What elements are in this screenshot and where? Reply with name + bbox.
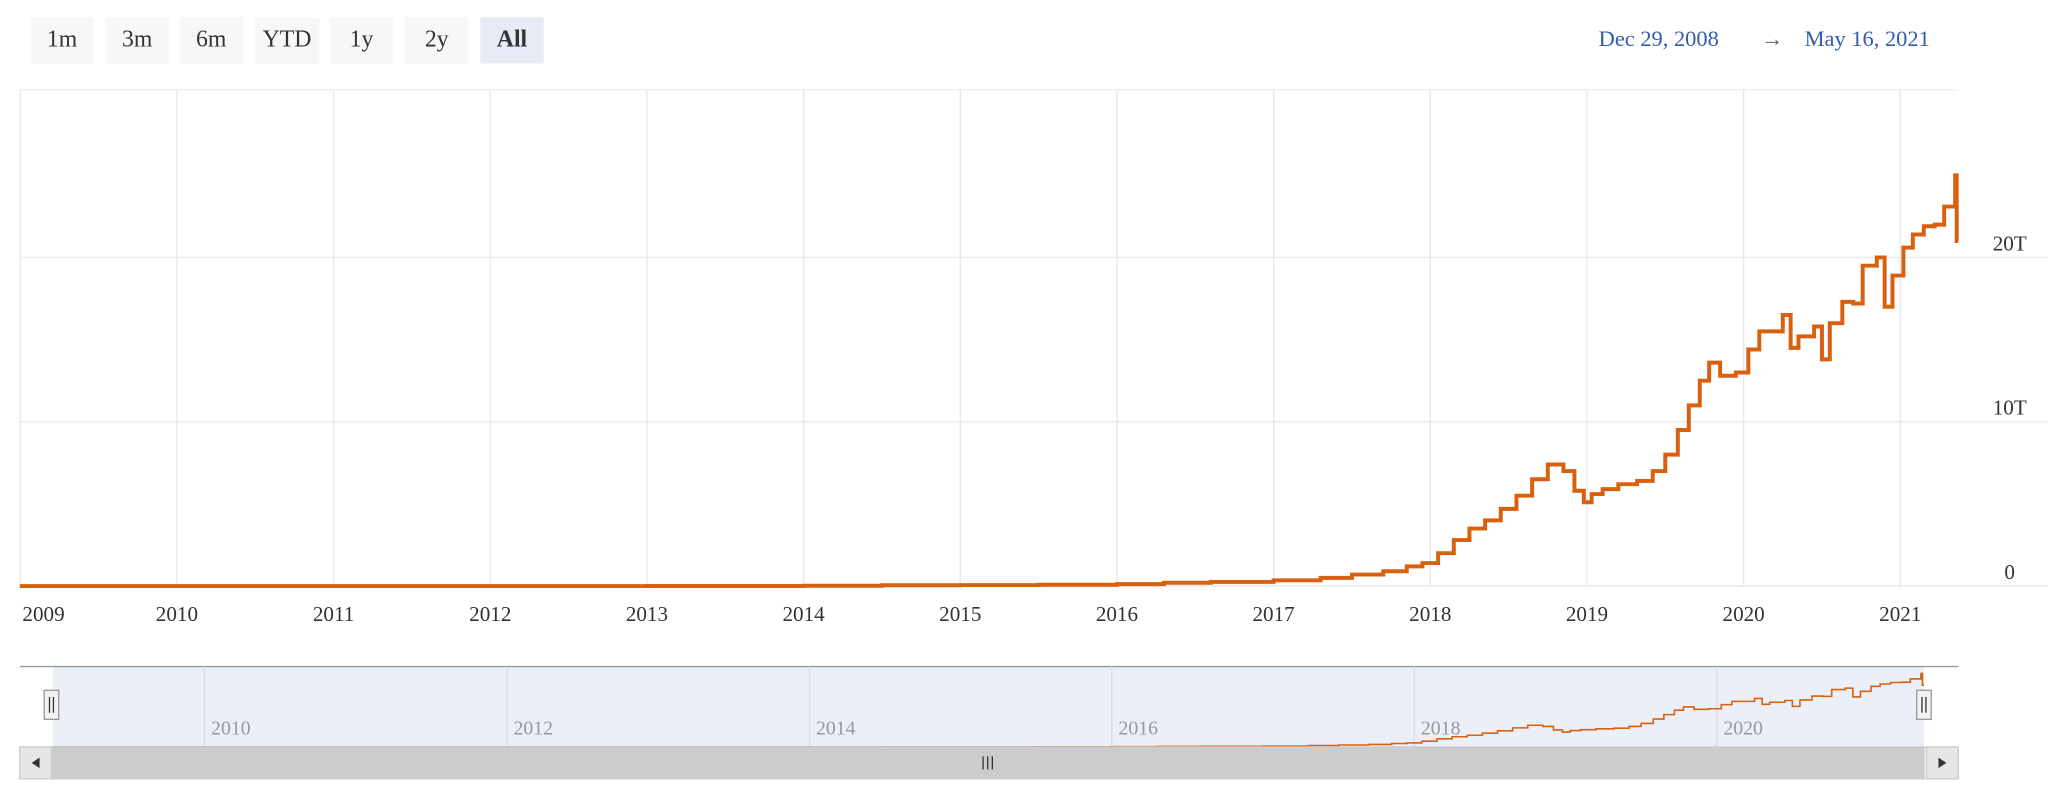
date-to[interactable]: May 16, 2021 — [1805, 26, 1930, 51]
range-button-label[interactable]: All — [497, 27, 528, 53]
x-tick-label: 2018 — [1409, 602, 1451, 626]
x-tick-label: 2011 — [313, 602, 354, 626]
x-tick-label: 2014 — [783, 602, 826, 626]
range-button-label[interactable]: 6m — [196, 27, 227, 53]
x-tick-label: 2015 — [939, 602, 981, 626]
x-tick-label: 2009 — [22, 602, 64, 626]
x-tick-label: 2021 — [1879, 602, 1921, 626]
x-tick-label: 2013 — [626, 602, 668, 626]
navigator-tick-label: 2016 — [1118, 717, 1158, 739]
navigator-tick-label: 2020 — [1723, 717, 1763, 739]
range-button[interactable] — [405, 17, 469, 64]
plot — [19, 173, 1959, 589]
x-tick-label: 2016 — [1096, 602, 1138, 626]
date-separator: → — [1761, 26, 1783, 51]
navigator-tick-label: 2010 — [211, 717, 251, 739]
x-tick-label: 2010 — [156, 602, 198, 626]
y-tick-label: 20T — [1993, 231, 2027, 255]
x-tick-label: 2012 — [469, 602, 511, 626]
navigator-line — [52, 672, 1924, 748]
range-buttons: 1m 3m 6m YTD 1y 2y All — [30, 17, 544, 64]
range-button-label[interactable]: 3m — [122, 27, 153, 53]
range-button[interactable] — [254, 17, 320, 64]
arrow-left — [31, 757, 40, 769]
y-tick-label: 10T — [1993, 396, 2027, 420]
navigator-tick-label: 2012 — [514, 717, 554, 739]
grid: 2009 2010 2011 2012 2013 2014 2015 2016 2017 2018… — [19, 89, 2048, 626]
range-button-label[interactable]: 1y — [350, 27, 374, 53]
date-from[interactable]: Dec 29, 2008 — [1599, 26, 1719, 51]
handle-left[interactable] — [43, 689, 60, 720]
handle-right[interactable] — [1916, 689, 1932, 720]
range-button-label[interactable]: 1m — [47, 27, 78, 53]
navigator-tick-label: 2018 — [1421, 717, 1461, 739]
range-button[interactable] — [30, 17, 94, 64]
navigator-tick-label: 2014 — [816, 717, 856, 739]
x-tick-label: 2020 — [1723, 602, 1765, 626]
range-button-label[interactable]: YTD — [263, 27, 312, 53]
y-tick-label: 0 — [2004, 560, 2015, 584]
navigator: 2010 2012 2014 2016 2018 2020 — [19, 665, 1959, 748]
range-button[interactable] — [105, 17, 169, 64]
series-line — [19, 173, 1959, 589]
range-button[interactable] — [329, 17, 394, 64]
scrollbar[interactable] — [19, 746, 1959, 780]
navigator-handles[interactable] — [43, 689, 1932, 720]
x-tick-label: 2017 — [1253, 602, 1295, 626]
range-button-label[interactable]: 2y — [425, 27, 449, 53]
x-tick-label: 2019 — [1566, 602, 1608, 626]
arrow-right — [1938, 757, 1947, 769]
range-button[interactable] — [480, 17, 544, 64]
navigator-mask — [52, 666, 1924, 748]
range-button[interactable] — [179, 17, 243, 64]
